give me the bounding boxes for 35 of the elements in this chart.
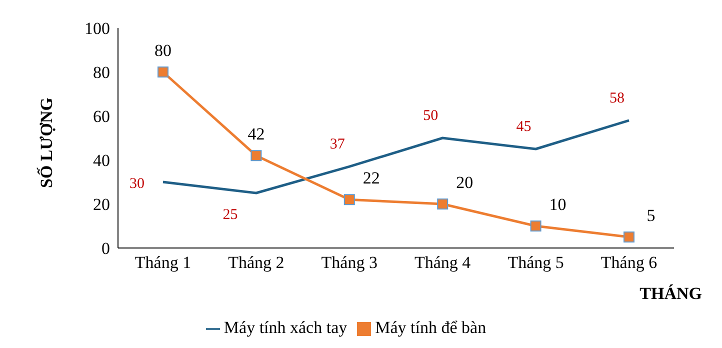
data-label: 37 [330,136,346,153]
point [250,150,262,162]
x-tick-label: Tháng 6 [600,253,658,272]
x-tick-label: Tháng 1 [134,253,192,272]
x-tick-label: Tháng 3 [321,253,378,272]
y-axis-title: SỐ LƯỢNG [36,97,56,188]
legend-label: Máy tính xách tay [224,318,348,337]
x-axis-title: THÁNG [640,284,702,304]
y-tick-label: 40 [93,151,110,170]
y-tick-label: 60 [93,107,110,126]
y-tick-label: 80 [93,63,110,82]
data-label: 25 [222,207,238,223]
y-tick-label: 100 [84,19,110,38]
data-label: 10 [549,195,566,214]
data-label: 45 [516,119,532,135]
line-series [162,119,630,194]
legend-label: Máy tính để bàn [375,318,486,337]
point [437,198,448,210]
point [344,194,355,206]
y-tick-label: 20 [93,195,110,214]
x-tick-label: Tháng 5 [508,253,564,272]
data-label: 42 [248,124,265,144]
data-label: 5 [646,206,656,225]
x-tick-label: Tháng 2 [228,253,284,272]
x-tick-label: Tháng 4 [414,253,472,272]
point [158,66,168,78]
y-tick-label: 0 [102,239,110,258]
data-label: 30 [130,176,144,192]
data-label: 50 [423,108,438,124]
point [624,232,634,242]
data-label: 80 [154,41,172,60]
data-label: 58 [610,90,624,106]
data-label: 20 [456,173,474,192]
data-label: 22 [362,168,380,188]
point [530,220,542,232]
